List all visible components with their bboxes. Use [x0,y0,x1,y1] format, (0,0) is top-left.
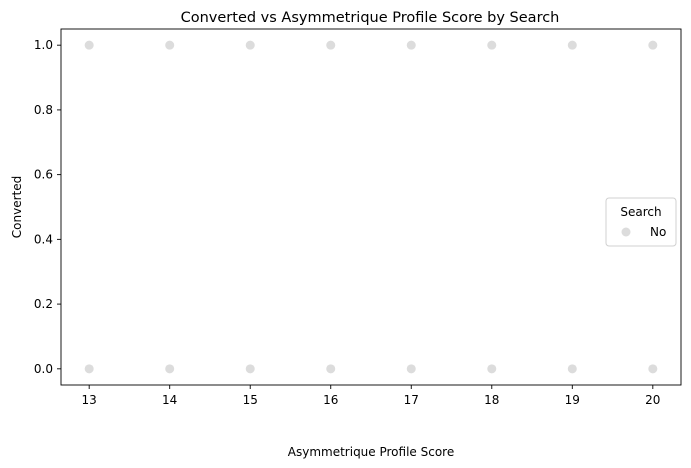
scatter-point [326,364,336,374]
x-tick-label: 15 [243,393,258,407]
scatter-point [648,364,658,374]
y-axis-label: Converted [10,176,24,238]
y-tick-label: 0.8 [34,103,53,117]
y-axis: 0.0 0.2 0.4 0.6 0.8 1.0 [34,38,61,376]
y-tick-label: 0.2 [34,297,53,311]
y-tick-label: 0.4 [34,232,53,246]
x-axis: 13 14 15 16 17 18 19 20 [82,385,660,407]
x-tick-label: 20 [645,393,660,407]
scatter-point [648,40,658,50]
y-tick-label: 1.0 [34,38,53,52]
x-tick-label: 17 [404,393,419,407]
legend-title: Search [620,205,661,219]
scatter-point [567,364,577,374]
x-tick-label: 14 [162,393,177,407]
chart-title: Converted vs Asymmetrique Profile Score … [181,10,560,26]
legend: Search No [605,197,677,247]
scatter-point [406,40,416,50]
scatter-point [245,364,255,374]
x-tick-label: 13 [82,393,97,407]
legend-marker-no [621,227,631,237]
scatter-point [84,40,94,50]
scatter-point [567,40,577,50]
x-axis-label: Asymmetrique Profile Score [288,445,454,459]
scatter-point [406,364,416,374]
scatter-point [326,40,336,50]
legend-label-no: No [650,225,666,239]
data-points [84,40,658,374]
scatter-point [245,40,255,50]
scatter-point [165,40,175,50]
scatter-point [84,364,94,374]
y-tick-label: 0.6 [34,168,53,182]
scatter-point [165,364,175,374]
x-tick-label: 18 [484,393,499,407]
plot-area [60,28,682,386]
x-tick-label: 16 [323,393,338,407]
scatter-point [487,40,497,50]
x-tick-label: 19 [565,393,580,407]
scatter-point [487,364,497,374]
y-tick-label: 0.0 [34,362,53,376]
